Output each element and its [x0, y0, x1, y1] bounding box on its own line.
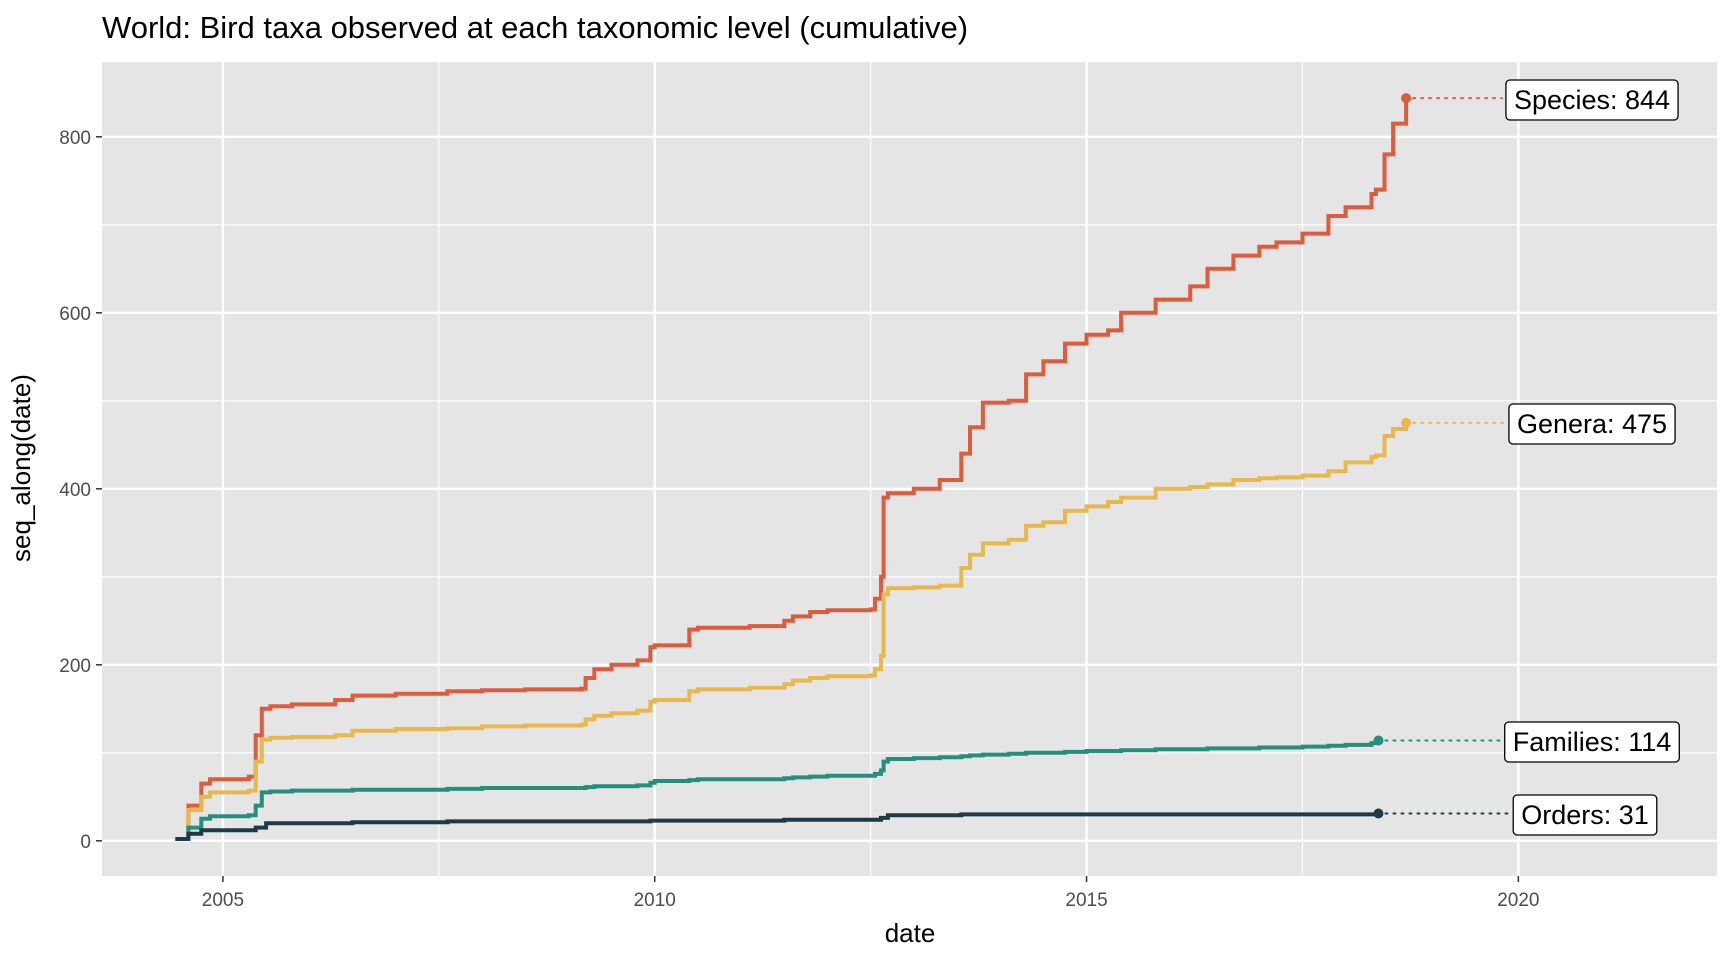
- series-line-orders: [175, 812, 1381, 841]
- plot-panel: [102, 62, 1717, 876]
- y-tick-label: 600: [59, 304, 91, 325]
- end-label-box: [1512, 794, 1658, 836]
- end-label-text: Species: 844: [1514, 85, 1670, 115]
- x-tick-label: 2020: [1497, 890, 1539, 911]
- x-axis-title: date: [885, 918, 936, 948]
- end-label-box: [1508, 403, 1676, 445]
- y-tick-label: 400: [59, 480, 91, 501]
- y-tick-label: 200: [59, 656, 91, 677]
- end-label-text: Orders: 31: [1521, 800, 1649, 830]
- minor-gridlines: [102, 62, 1717, 876]
- x-tick-label: 2010: [634, 890, 676, 911]
- end-label-text: Families: 114: [1513, 727, 1672, 757]
- end-label-orders: Orders: 31: [1512, 794, 1658, 836]
- series-end-point-orders: [1373, 808, 1384, 819]
- major-gridlines: [102, 62, 1717, 876]
- series-line-genera: [175, 422, 1409, 841]
- end-label-box: [1505, 79, 1679, 121]
- axis-ticks-layer: 2005 2010 2015 2020 0 200 400 600 800: [59, 128, 1539, 911]
- end-label-genera: Genera: 475: [1508, 403, 1676, 445]
- end-label-box: [1504, 721, 1680, 763]
- x-tick-label: 2015: [1065, 890, 1107, 911]
- end-labels-layer: Species: 844 Genera: 475 Families: 114 Orde…: [1504, 79, 1680, 836]
- end-label-species: Species: 844: [1505, 79, 1679, 121]
- y-tick-label: 800: [59, 128, 91, 149]
- series-end-point-genera: [1401, 417, 1412, 428]
- series-line-families: [175, 740, 1381, 841]
- series-layer: [175, 93, 1511, 841]
- x-tick-label: 2005: [202, 890, 244, 911]
- y-axis-title: seq_along(date): [6, 374, 36, 562]
- series-end-point-families: [1373, 735, 1384, 746]
- y-tick-label: 0: [80, 832, 91, 853]
- series-end-point-species: [1401, 93, 1412, 104]
- series-line-species: [175, 98, 1409, 841]
- end-label-families: Families: 114: [1504, 721, 1680, 763]
- end-label-text: Genera: 475: [1517, 409, 1667, 439]
- chart-title: World: Bird taxa observed at each taxono…: [102, 10, 968, 45]
